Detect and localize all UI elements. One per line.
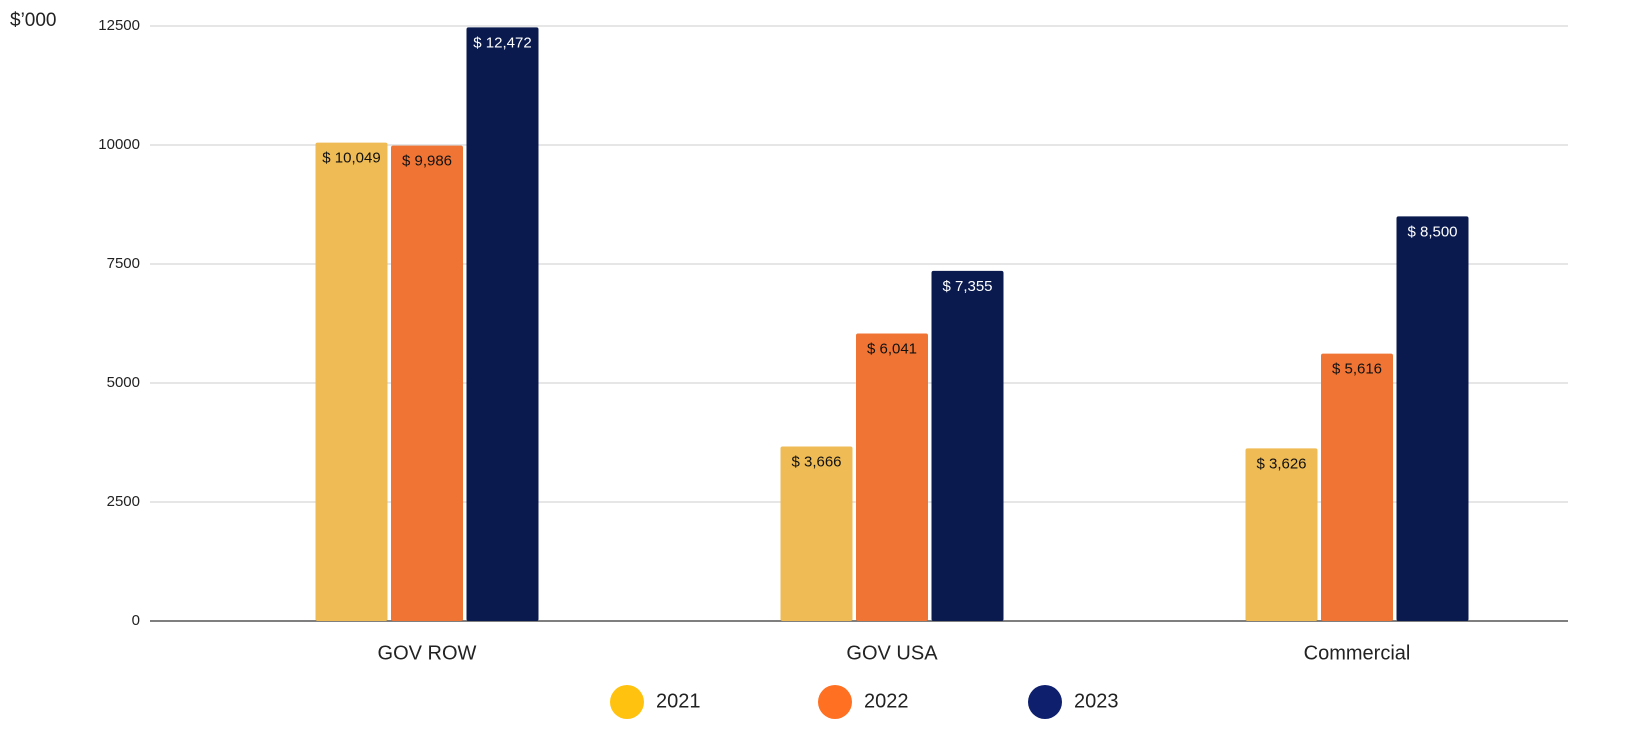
bar [1396,216,1469,621]
bar [466,27,539,621]
y-tick-label: 10000 [98,136,140,153]
bar [1321,353,1393,621]
value-label: $ 7,355 [942,278,992,295]
bar [856,333,928,621]
legend-marker [1028,685,1062,719]
legend-label: 2022 [864,690,909,712]
y-tick-label: 0 [132,612,140,629]
legend-marker [610,685,644,719]
x-tick-label: GOV ROW [378,642,477,664]
y-tick-label: 12500 [98,17,140,34]
x-tick-label: GOV USA [846,642,938,664]
y-tick-label: 7500 [107,255,140,272]
bar [780,446,853,621]
y-axis-label: $’000 [10,10,57,31]
legend-marker [818,685,852,719]
value-label: $ 8,500 [1407,223,1457,240]
bar [315,142,388,621]
y-tick-label: 5000 [107,374,140,391]
value-label: $ 5,616 [1332,361,1382,378]
bar [931,270,1004,621]
value-label: $ 3,626 [1256,455,1306,472]
bar [391,145,463,622]
value-label: $ 12,472 [473,34,531,51]
value-label: $ 6,041 [867,340,917,357]
value-label: $ 9,986 [402,153,452,170]
legend-label: 2023 [1074,690,1119,712]
bar [1245,448,1318,621]
y-tick-label: 2500 [107,493,140,510]
x-tick-label: Commercial [1304,642,1411,664]
value-label: $ 10,049 [322,150,380,167]
value-label: $ 3,666 [791,453,841,470]
legend-label: 2021 [656,690,701,712]
